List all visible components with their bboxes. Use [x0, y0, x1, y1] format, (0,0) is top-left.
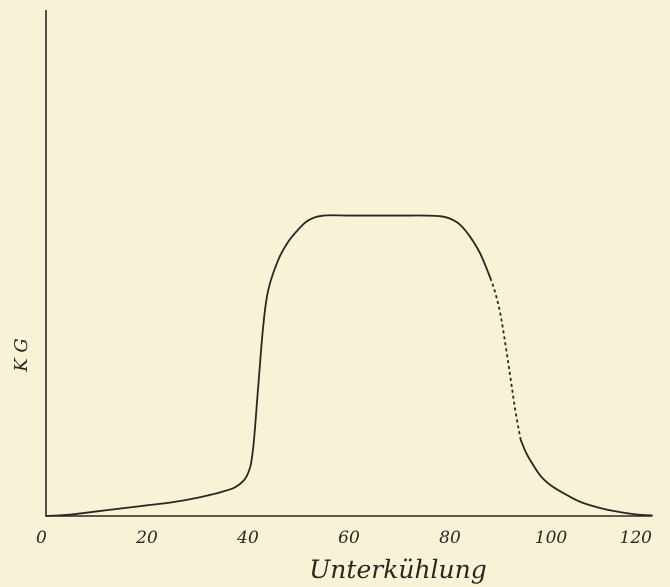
series-line-1	[45, 214, 492, 517]
x-tick-label-0: 0	[36, 528, 47, 548]
x-tick-label-40: 40	[236, 528, 259, 548]
x-tick-label-20: 20	[135, 528, 158, 548]
x-tick-label-80: 80	[439, 528, 461, 548]
x-axis-label: Unterkühlung	[309, 555, 487, 584]
x-tick-label-120: 120	[620, 528, 653, 548]
x-tick-label-60: 60	[338, 528, 360, 548]
x-tick-label-100: 100	[535, 528, 568, 548]
curve-layer	[45, 214, 653, 517]
y-axis-label: K G	[11, 338, 32, 373]
series-line-2-dashed	[489, 277, 522, 440]
series-line-3	[519, 438, 653, 517]
x-tick-labels: 0 20 40 60 80 100 120	[36, 528, 652, 548]
